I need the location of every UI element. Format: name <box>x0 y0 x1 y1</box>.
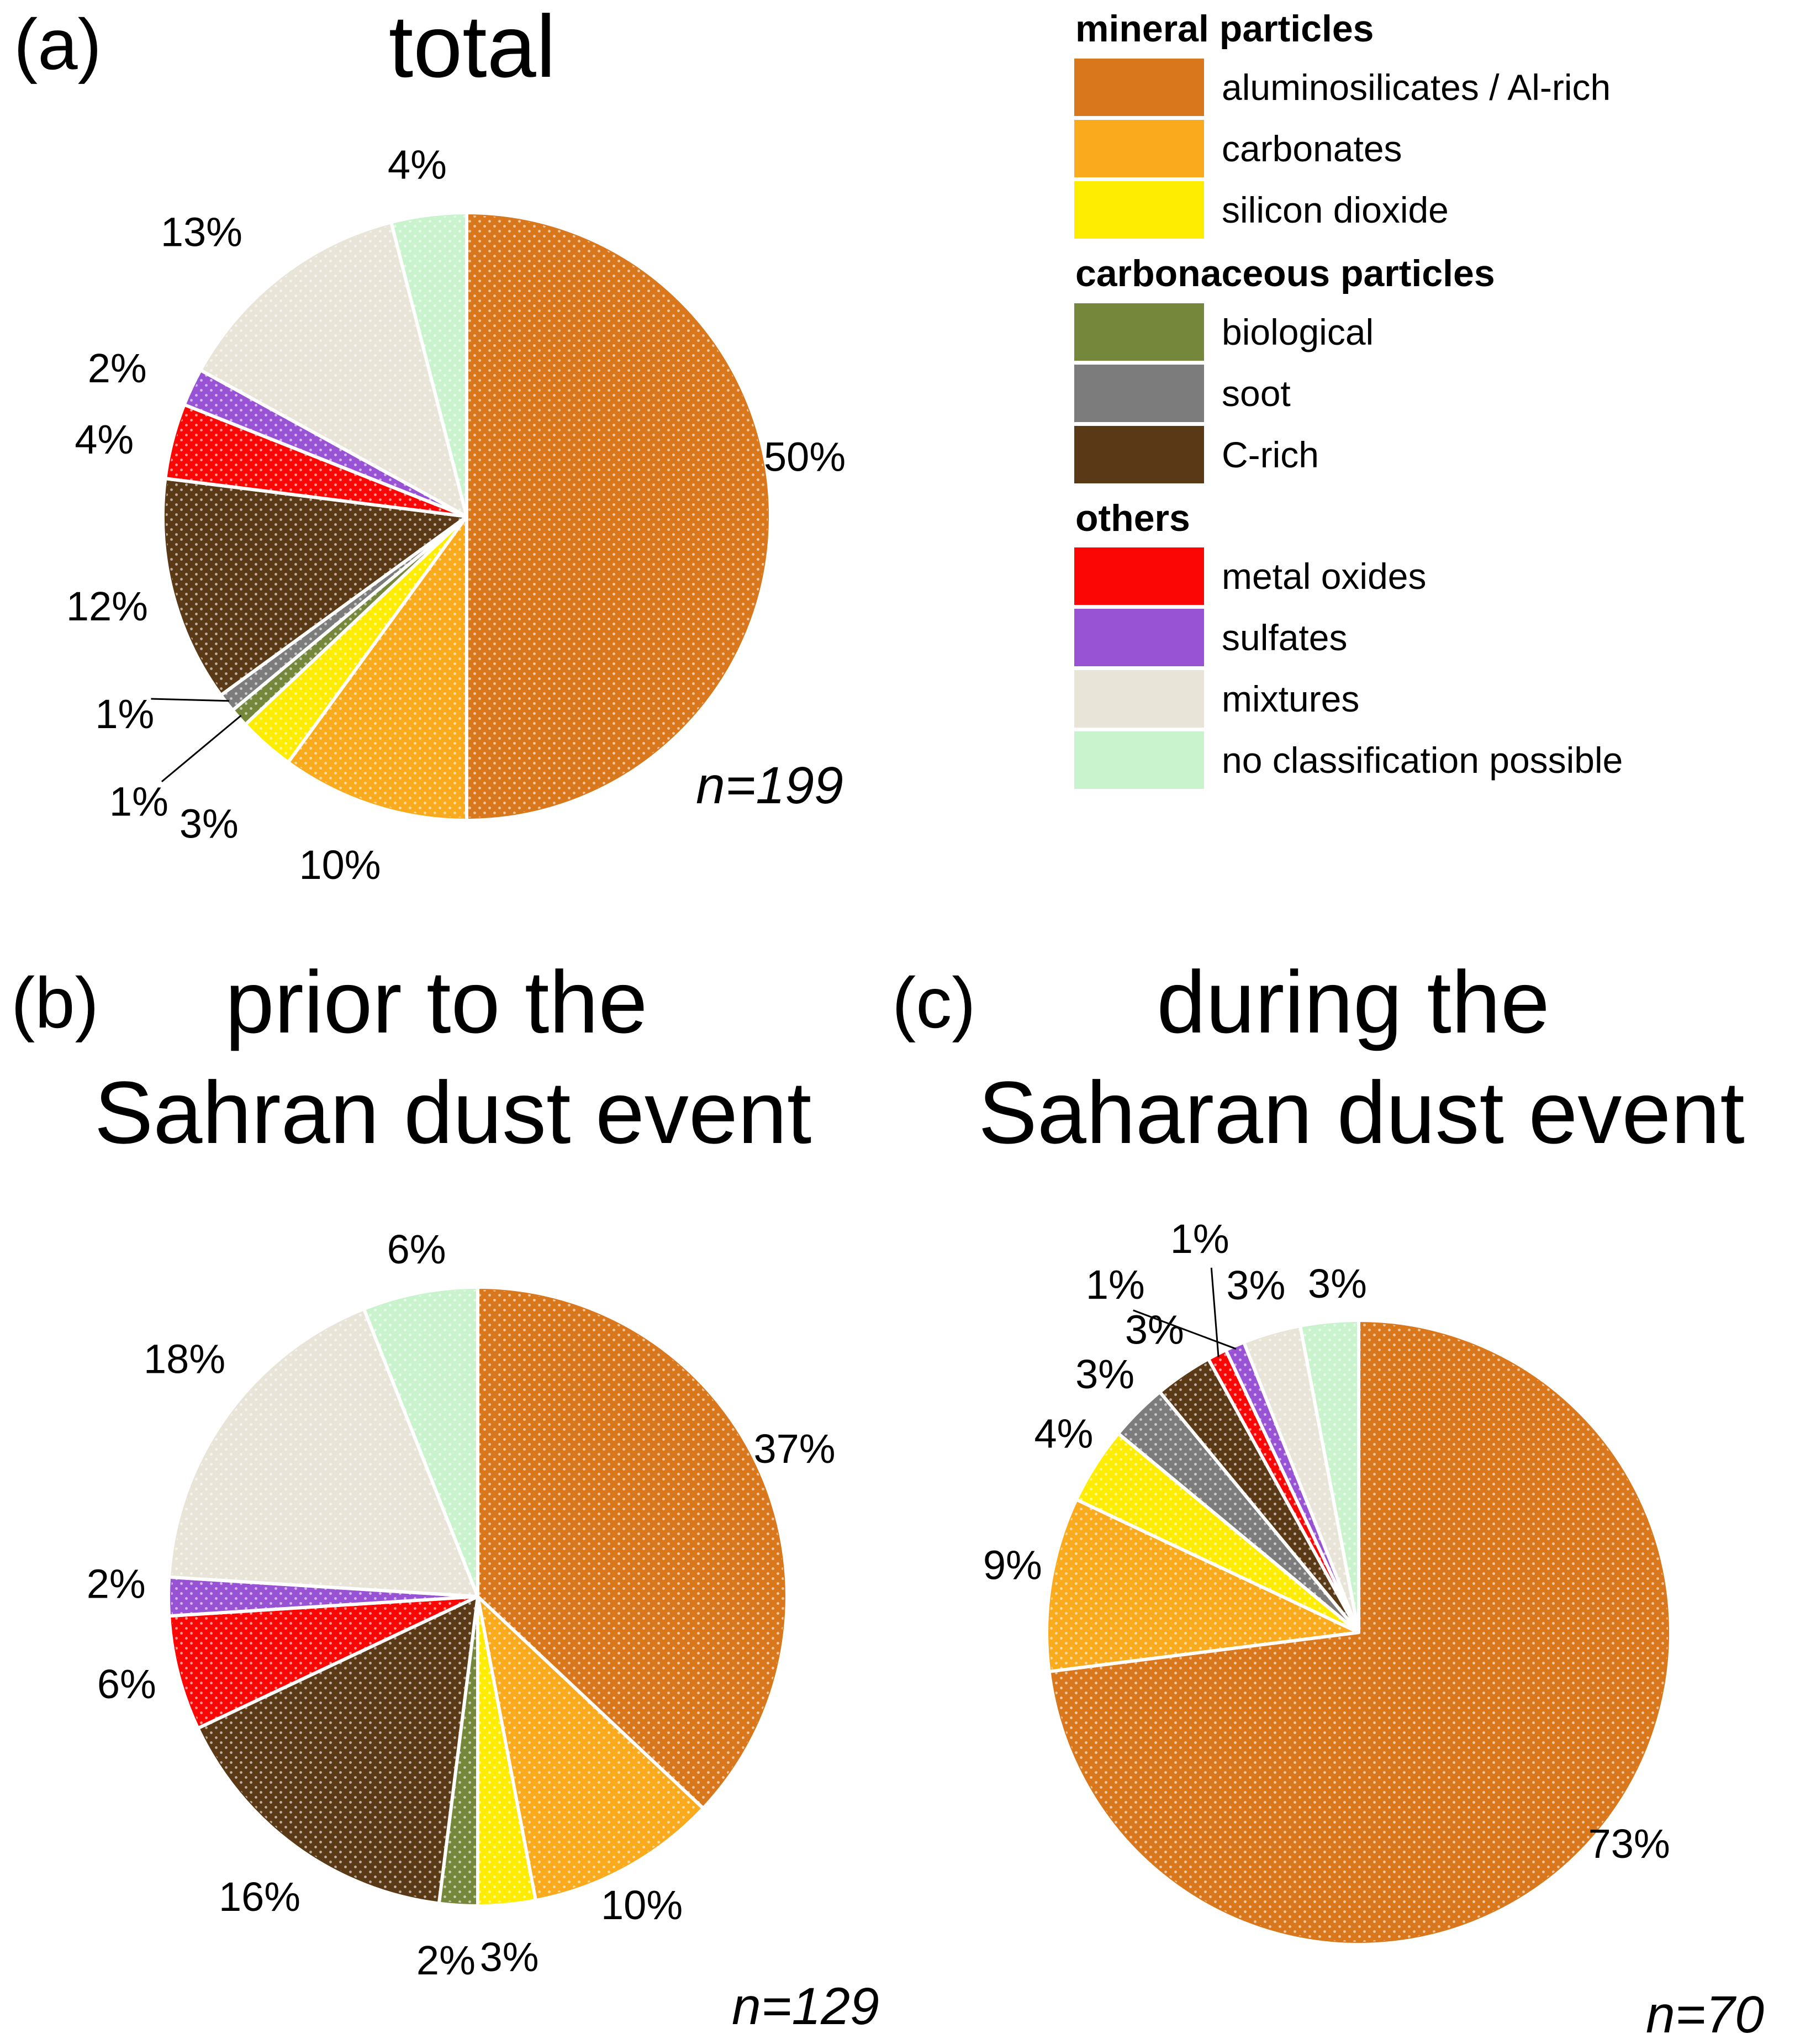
pie-a-label-mixtures: 13% <box>161 209 242 255</box>
legend-group-mineral: mineral particles aluminosilicates / Al-… <box>1074 8 1814 239</box>
pie-b-label-carbonates: 10% <box>601 1882 683 1928</box>
pie-a-label-c-rich: 12% <box>66 583 148 629</box>
pie-b-label-metal-oxides: 6% <box>97 1661 156 1707</box>
legend-item-c-rich: C-rich <box>1074 425 1814 483</box>
legend-label-aluminosilicates: aluminosilicates / Al-rich <box>1222 66 1611 108</box>
legend-label-metal-oxides: metal oxides <box>1222 556 1427 597</box>
pie-b-label-no-classification-possible: 6% <box>387 1226 446 1272</box>
panel-b-count: n=129 <box>732 1977 879 2036</box>
legend-swatch-carbonates <box>1074 119 1204 177</box>
pie-b-label-sulfates: 2% <box>87 1561 146 1607</box>
legend-item-metal-oxides: metal oxides <box>1074 547 1814 605</box>
legend-item-biological: biological <box>1074 303 1814 361</box>
pie-a-label-silicon-dioxide: 3% <box>180 801 239 847</box>
panel-a-tag: (a) <box>14 4 102 85</box>
pie-b-dot-texture <box>171 1290 784 1903</box>
pie-a-label-carbonates: 10% <box>299 842 381 888</box>
legend-swatch-sulfates <box>1074 609 1204 667</box>
pie-c-leader-metal-oxides <box>1210 1267 1220 1357</box>
legend-label-mixtures: mixtures <box>1222 678 1360 720</box>
pie-b: 37%10%3%2%16%6%2%18%6% <box>87 1226 836 1983</box>
panel-c-tag: (c) <box>892 962 976 1043</box>
legend-label-soot: soot <box>1222 372 1291 414</box>
pie-b-label-mixtures: 18% <box>144 1336 225 1382</box>
panel-b-tag: (b) <box>11 962 99 1043</box>
pie-b-label-silicon-dioxide: 3% <box>480 1934 539 1980</box>
pie-c-label-c-rich: 3% <box>1125 1307 1184 1353</box>
pie-c-label-sulfates: 1% <box>1086 1262 1145 1308</box>
panel-b-title-line2: Sahran dust event <box>94 1063 812 1162</box>
legend-swatch-no-classification <box>1074 731 1204 789</box>
legend-swatch-aluminosilicates <box>1074 58 1204 116</box>
legend-item-carbonates: carbonates <box>1074 119 1814 177</box>
panel-c-title-line2: Saharan dust event <box>978 1063 1745 1162</box>
pie-b-label-biological: 2% <box>416 1937 476 1983</box>
legend-item-soot: soot <box>1074 364 1814 422</box>
pie-a-label-sulfates: 2% <box>88 345 147 391</box>
pie-a-dot-texture <box>166 215 768 818</box>
legend-swatch-mixtures <box>1074 670 1204 728</box>
panel-c-count: n=70 <box>1646 1985 1764 2044</box>
pie-c-label-silicon-dioxide: 4% <box>1034 1410 1094 1456</box>
pie-c-label-soot: 3% <box>1075 1351 1134 1397</box>
legend-group-carbonaceous: carbonaceous particles biological soot C… <box>1074 252 1814 483</box>
legend-swatch-metal-oxides <box>1074 547 1204 605</box>
panel-c-title-line1: during the <box>1157 952 1550 1051</box>
pie-c-label-mixtures: 3% <box>1226 1262 1285 1308</box>
legend-label-silicon-dioxide: silicon dioxide <box>1222 189 1449 230</box>
legend-group-others: others metal oxides sulfates mixtures no… <box>1074 497 1814 789</box>
pie-a-label-metal-oxides: 4% <box>75 417 134 462</box>
legend-header-carbonaceous-particles: carbonaceous particles <box>1075 252 1495 294</box>
panel-a-count: n=199 <box>696 756 843 815</box>
legend-label-c-rich: C-rich <box>1222 434 1319 475</box>
panel-b-title-line1: prior to the <box>225 952 648 1051</box>
pie-c-label-carbonates: 9% <box>983 1542 1042 1588</box>
pie-a-label-biological: 1% <box>109 779 168 825</box>
pie-c-label-metal-oxides: 1% <box>1170 1216 1229 1262</box>
legend-item-silicon-dioxide: silicon dioxide <box>1074 181 1814 239</box>
legend-label-carbonates: carbonates <box>1222 128 1402 169</box>
legend-swatch-c-rich <box>1074 425 1204 483</box>
pie-b-label-aluminosilicates-al-rich: 37% <box>753 1426 835 1472</box>
pie-a-leader-soot <box>151 698 229 702</box>
pie-c: 73%9%4%3%3%1%1% 3% 3% <box>983 1216 1673 1946</box>
pie-b-label-c-rich: 16% <box>219 1874 300 1920</box>
pie-a: 50% 10% 3% 1% 1% 12% 4% 2% 13% 4% <box>66 141 846 888</box>
pie-a-leader-biological <box>161 714 242 783</box>
pie-c-label-aluminosilicates-al-rich: 73% <box>1588 1821 1670 1867</box>
legend-header-others: others <box>1075 497 1190 539</box>
legend-item-no-classification: no classification possible <box>1074 731 1814 789</box>
legend-header-mineral-particles: mineral particles <box>1075 8 1374 50</box>
legend-label-no-classification: no classification possible <box>1222 740 1623 781</box>
pie-a-label-soot: 1% <box>95 691 154 737</box>
legend-item-sulfates: sulfates <box>1074 609 1814 667</box>
legend-item-mixtures: mixtures <box>1074 670 1814 728</box>
panel-a-title: total <box>388 0 556 96</box>
legend-swatch-silicon-dioxide <box>1074 181 1204 239</box>
legend-label-sulfates: sulfates <box>1222 617 1348 658</box>
pie-a-label-aluminosilicates-al-rich: 50% <box>764 434 846 480</box>
pie-c-leader-sulfates <box>1133 1309 1237 1350</box>
legend-swatch-soot <box>1074 364 1204 422</box>
pie-a-label-no-classification-possible: 4% <box>388 141 447 187</box>
legend-swatch-biological <box>1074 303 1204 361</box>
legend: mineral particles aluminosilicates / Al-… <box>1074 8 1814 793</box>
pie-c-dot-texture <box>1049 1323 1668 1942</box>
legend-item-aluminosilicates: aluminosilicates / Al-rich <box>1074 58 1814 116</box>
pie-c-label-no-classification-possible: 3% <box>1308 1261 1367 1307</box>
legend-label-biological: biological <box>1222 311 1374 352</box>
